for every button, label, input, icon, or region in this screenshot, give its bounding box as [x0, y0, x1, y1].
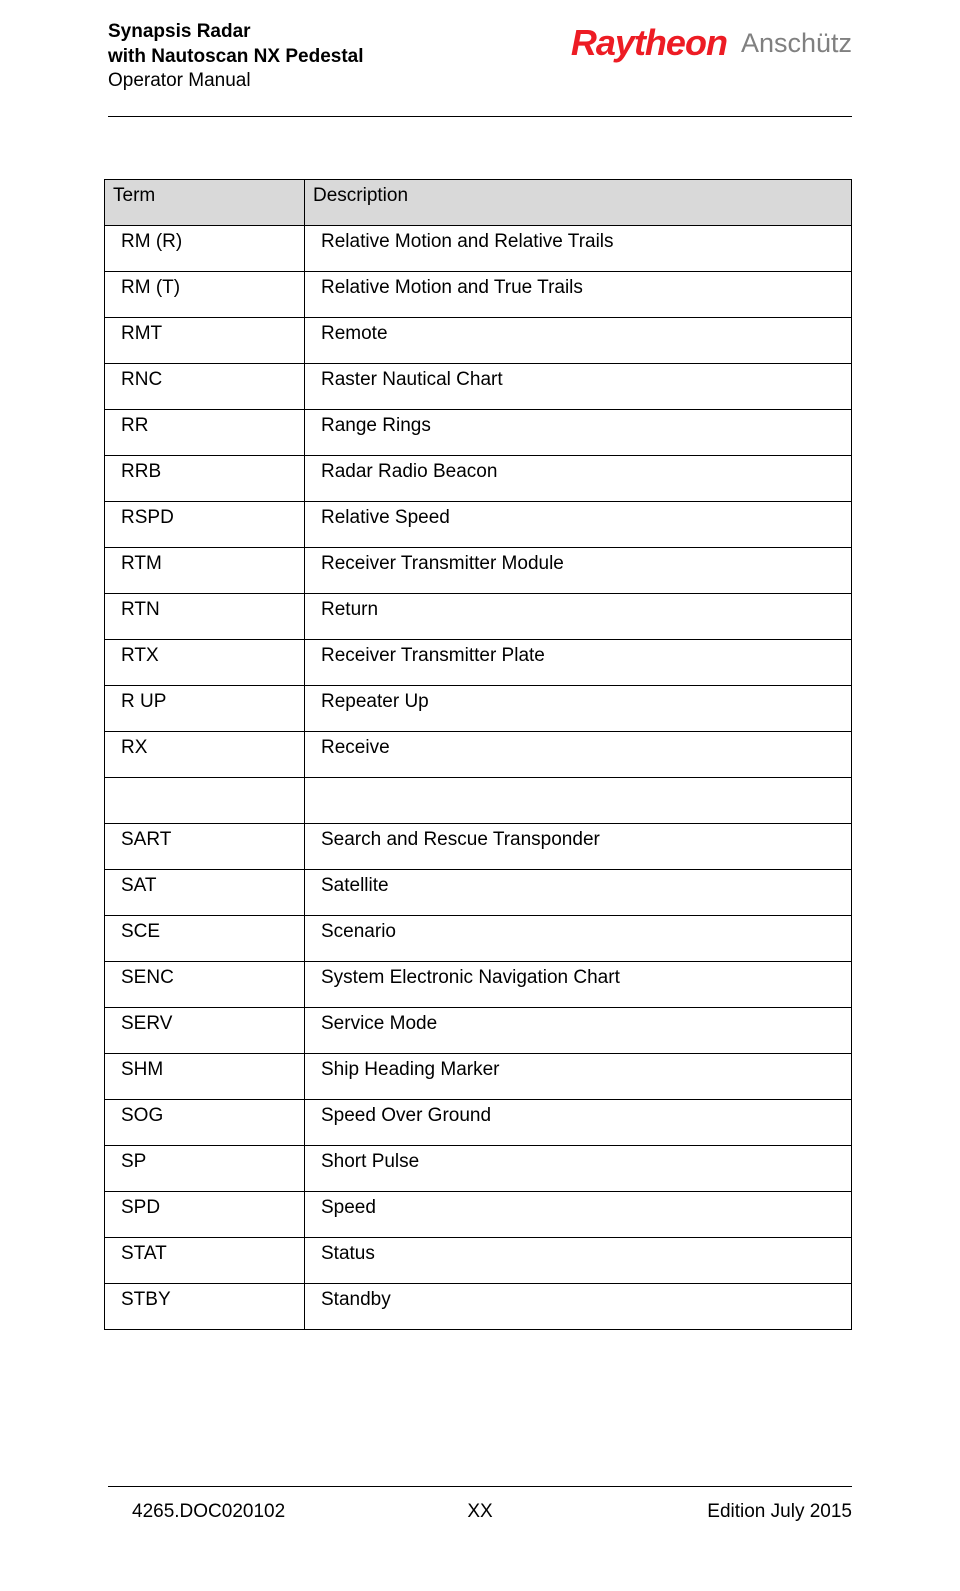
document-header: Synapsis Radar with Nautoscan NX Pedesta… — [108, 20, 852, 117]
cell-description: Search and Rescue Transponder — [305, 824, 852, 870]
table-row: RXReceive — [105, 732, 852, 778]
footer-doc-id: 4265.DOC020102 — [108, 1501, 285, 1523]
col-header-description: Description — [305, 180, 852, 226]
table-row: R UPRepeater Up — [105, 686, 852, 732]
document-footer: 4265.DOC020102 XX Edition July 2015 — [108, 1486, 852, 1523]
cell-description: Status — [305, 1238, 852, 1284]
cell-term: RSPD — [105, 502, 305, 548]
cell-term: SAT — [105, 870, 305, 916]
cell-term: RM (R) — [105, 226, 305, 272]
cell-description: Remote — [305, 318, 852, 364]
cell-description: Scenario — [305, 916, 852, 962]
cell-description: Raster Nautical Chart — [305, 364, 852, 410]
anschutz-logo: Anschütz — [741, 28, 852, 59]
cell-term: STBY — [105, 1284, 305, 1330]
cell-description: Range Rings — [305, 410, 852, 456]
table-row: SERVService Mode — [105, 1008, 852, 1054]
cell-description: Standby — [305, 1284, 852, 1330]
cell-term: RMT — [105, 318, 305, 364]
col-header-term: Term — [105, 180, 305, 226]
header-line2: with Nautoscan NX Pedestal — [108, 45, 364, 70]
table-row: RSPDRelative Speed — [105, 502, 852, 548]
header-logo-block: Raytheon Anschütz — [571, 20, 852, 64]
cell-term: SERV — [105, 1008, 305, 1054]
cell-description: Radar Radio Beacon — [305, 456, 852, 502]
cell-term: RR — [105, 410, 305, 456]
cell-description: Receiver Transmitter Module — [305, 548, 852, 594]
cell-term: RM (T) — [105, 272, 305, 318]
cell-description: Receiver Transmitter Plate — [305, 640, 852, 686]
table-row: RRRange Rings — [105, 410, 852, 456]
table-row: RTXReceiver Transmitter Plate — [105, 640, 852, 686]
cell-term: RNC — [105, 364, 305, 410]
cell-term: R UP — [105, 686, 305, 732]
cell-description: Repeater Up — [305, 686, 852, 732]
table-row: SPDSpeed — [105, 1192, 852, 1238]
cell-description: System Electronic Navigation Chart — [305, 962, 852, 1008]
footer-page-number: XX — [467, 1501, 492, 1523]
cell-term: STAT — [105, 1238, 305, 1284]
cell-term: SP — [105, 1146, 305, 1192]
cell-description: Service Mode — [305, 1008, 852, 1054]
table-row: RTMReceiver Transmitter Module — [105, 548, 852, 594]
glossary-table: Term Description RM (R)Relative Motion a… — [104, 179, 852, 1330]
cell-description: Short Pulse — [305, 1146, 852, 1192]
glossary-table-container: Term Description RM (R)Relative Motion a… — [104, 179, 852, 1330]
header-title-block: Synapsis Radar with Nautoscan NX Pedesta… — [108, 20, 364, 94]
cell-description: Return — [305, 594, 852, 640]
table-row: STBYStandby — [105, 1284, 852, 1330]
cell-term: SOG — [105, 1100, 305, 1146]
table-row: SPShort Pulse — [105, 1146, 852, 1192]
cell-term: SPD — [105, 1192, 305, 1238]
cell-term: SENC — [105, 962, 305, 1008]
cell-description: Ship Heading Marker — [305, 1054, 852, 1100]
table-row: SOGSpeed Over Ground — [105, 1100, 852, 1146]
cell-description: Speed Over Ground — [305, 1100, 852, 1146]
cell-term: SCE — [105, 916, 305, 962]
table-row: SCEScenario — [105, 916, 852, 962]
cell-description: Speed — [305, 1192, 852, 1238]
table-row: RM (R)Relative Motion and Relative Trail… — [105, 226, 852, 272]
table-row: STATStatus — [105, 1238, 852, 1284]
header-line3: Operator Manual — [108, 69, 364, 94]
cell-description: Relative Speed — [305, 502, 852, 548]
cell-description: Receive — [305, 732, 852, 778]
table-row: RM (T)Relative Motion and True Trails — [105, 272, 852, 318]
cell-description — [305, 778, 852, 824]
cell-term: RRB — [105, 456, 305, 502]
table-row: SATSatellite — [105, 870, 852, 916]
table-row: RNCRaster Nautical Chart — [105, 364, 852, 410]
cell-description: Relative Motion and Relative Trails — [305, 226, 852, 272]
table-header-row: Term Description — [105, 180, 852, 226]
cell-term: RTX — [105, 640, 305, 686]
header-line1: Synapsis Radar — [108, 20, 364, 45]
footer-edition: Edition July 2015 — [707, 1501, 852, 1523]
cell-term: RTM — [105, 548, 305, 594]
cell-term: SART — [105, 824, 305, 870]
cell-description: Relative Motion and True Trails — [305, 272, 852, 318]
raytheon-logo: Raytheon — [571, 22, 727, 64]
table-row: SHMShip Heading Marker — [105, 1054, 852, 1100]
cell-term: RTN — [105, 594, 305, 640]
cell-description: Satellite — [305, 870, 852, 916]
table-row: SARTSearch and Rescue Transponder — [105, 824, 852, 870]
table-row: SENCSystem Electronic Navigation Chart — [105, 962, 852, 1008]
table-row: RTNReturn — [105, 594, 852, 640]
table-row: RRBRadar Radio Beacon — [105, 456, 852, 502]
cell-term — [105, 778, 305, 824]
cell-term: RX — [105, 732, 305, 778]
cell-term: SHM — [105, 1054, 305, 1100]
table-row: RMTRemote — [105, 318, 852, 364]
table-row — [105, 778, 852, 824]
